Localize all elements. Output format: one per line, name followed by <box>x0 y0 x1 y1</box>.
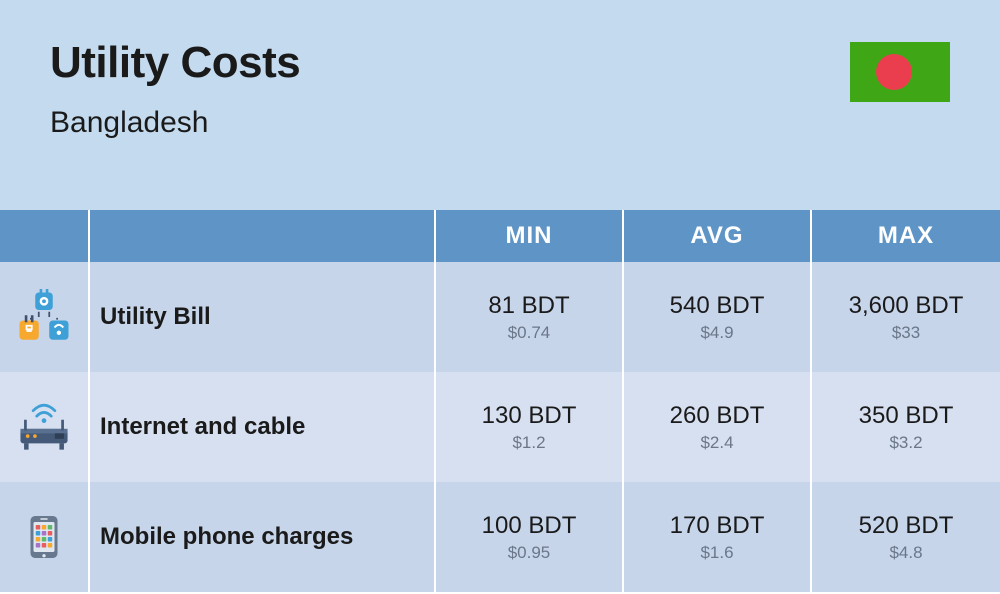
avg-cell: 260 BDT $2.4 <box>624 372 812 482</box>
max-usd: $4.8 <box>889 543 922 563</box>
avg-usd: $4.9 <box>700 323 733 343</box>
row-label: Internet and cable <box>100 413 305 441</box>
min-bdt: 130 BDT <box>482 402 577 430</box>
router-icon <box>15 398 73 456</box>
min-usd: $0.74 <box>508 323 551 343</box>
th-max: MAX <box>812 210 1000 262</box>
max-bdt: 350 BDT <box>859 402 954 430</box>
avg-usd: $1.6 <box>700 543 733 563</box>
row-icon-cell <box>0 482 90 592</box>
min-cell: 81 BDT $0.74 <box>436 262 624 372</box>
avg-cell: 540 BDT $4.9 <box>624 262 812 372</box>
max-usd: $3.2 <box>889 433 922 453</box>
th-label <box>90 210 436 262</box>
max-cell: 350 BDT $3.2 <box>812 372 1000 482</box>
avg-bdt: 260 BDT <box>670 402 765 430</box>
min-usd: $1.2 <box>512 433 545 453</box>
page-title: Utility Costs <box>50 38 300 88</box>
max-bdt: 520 BDT <box>859 512 954 540</box>
row-label-cell: Utility Bill <box>90 262 436 372</box>
min-usd: $0.95 <box>508 543 551 563</box>
th-icon <box>0 210 90 262</box>
header: Utility Costs Bangladesh <box>0 0 1000 210</box>
table-row: Internet and cable 130 BDT $1.2 260 BDT … <box>0 372 1000 482</box>
table-header-row: MIN AVG MAX <box>0 210 1000 262</box>
flag-bangladesh <box>850 42 950 102</box>
avg-bdt: 540 BDT <box>670 292 765 320</box>
row-label-cell: Internet and cable <box>90 372 436 482</box>
th-avg: AVG <box>624 210 812 262</box>
min-bdt: 81 BDT <box>488 292 569 320</box>
avg-usd: $2.4 <box>700 433 733 453</box>
max-bdt: 3,600 BDT <box>849 292 964 320</box>
avg-bdt: 170 BDT <box>670 512 765 540</box>
min-cell: 100 BDT $0.95 <box>436 482 624 592</box>
table-row: Mobile phone charges 100 BDT $0.95 170 B… <box>0 482 1000 592</box>
flag-bg <box>850 42 950 102</box>
row-label-cell: Mobile phone charges <box>90 482 436 592</box>
max-cell: 3,600 BDT $33 <box>812 262 1000 372</box>
utility-icon <box>15 288 73 346</box>
max-usd: $33 <box>892 323 920 343</box>
page-subtitle: Bangladesh <box>50 106 300 140</box>
min-bdt: 100 BDT <box>482 512 577 540</box>
header-text: Utility Costs Bangladesh <box>50 38 300 140</box>
avg-cell: 170 BDT $1.6 <box>624 482 812 592</box>
row-label: Utility Bill <box>100 303 211 331</box>
row-icon-cell <box>0 262 90 372</box>
row-label: Mobile phone charges <box>100 523 353 551</box>
min-cell: 130 BDT $1.2 <box>436 372 624 482</box>
costs-table: MIN AVG MAX Utility Bill 81 BDT $0.74 <box>0 210 1000 592</box>
row-icon-cell <box>0 372 90 482</box>
max-cell: 520 BDT $4.8 <box>812 482 1000 592</box>
phone-icon <box>15 508 73 566</box>
th-min: MIN <box>436 210 624 262</box>
flag-circle <box>876 54 912 90</box>
table-row: Utility Bill 81 BDT $0.74 540 BDT $4.9 3… <box>0 262 1000 372</box>
